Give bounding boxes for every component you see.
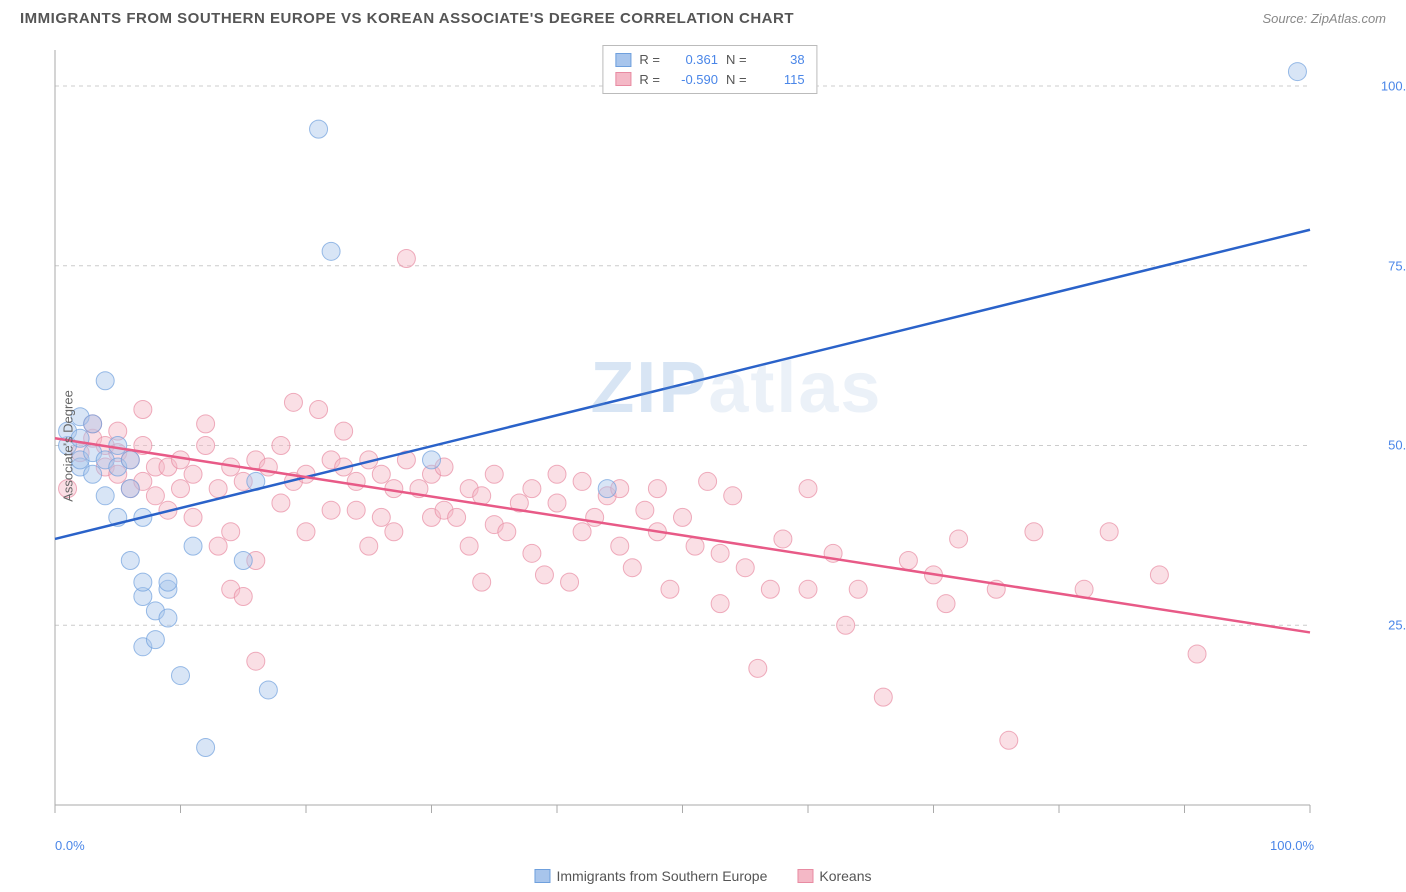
legend-item-series2: Koreans (797, 868, 871, 884)
stats-row-series1: R = 0.361 N = 38 (615, 50, 804, 70)
r-value-series1: 0.361 (668, 50, 718, 70)
stats-row-series2: R = -0.590 N = 115 (615, 70, 804, 90)
y-axis-label: Associate's Degree (60, 390, 75, 502)
chart-container: ZIPatlas R = 0.361 N = 38 R = -0.590 N =… (50, 45, 1370, 825)
r-label: R = (639, 50, 660, 70)
n-value-series1: 38 (755, 50, 805, 70)
x-tick-label: 0.0% (55, 838, 85, 853)
legend-label-series1: Immigrants from Southern Europe (556, 868, 767, 884)
legend-label-series2: Koreans (819, 868, 871, 884)
swatch-series2 (615, 72, 631, 86)
n-label: N = (726, 70, 747, 90)
swatch-series1 (534, 869, 550, 883)
chart-title: IMMIGRANTS FROM SOUTHERN EUROPE VS KOREA… (20, 10, 794, 27)
swatch-series2 (797, 869, 813, 883)
x-tick-label: 100.0% (1270, 838, 1314, 853)
source-attribution: Source: ZipAtlas.com (1262, 11, 1386, 26)
r-value-series2: -0.590 (668, 70, 718, 90)
y-tick-label: 75.0% (1388, 258, 1406, 273)
n-value-series2: 115 (755, 70, 805, 90)
bottom-legend: Immigrants from Southern Europe Koreans (534, 868, 871, 884)
y-tick-label: 25.0% (1388, 618, 1406, 633)
stats-legend: R = 0.361 N = 38 R = -0.590 N = 115 (602, 45, 817, 94)
swatch-series1 (615, 53, 631, 67)
legend-item-series1: Immigrants from Southern Europe (534, 868, 767, 884)
n-label: N = (726, 50, 747, 70)
r-label: R = (639, 70, 660, 90)
scatter-plot (50, 45, 1370, 825)
y-tick-label: 50.0% (1388, 438, 1406, 453)
y-tick-label: 100.0% (1381, 78, 1406, 93)
